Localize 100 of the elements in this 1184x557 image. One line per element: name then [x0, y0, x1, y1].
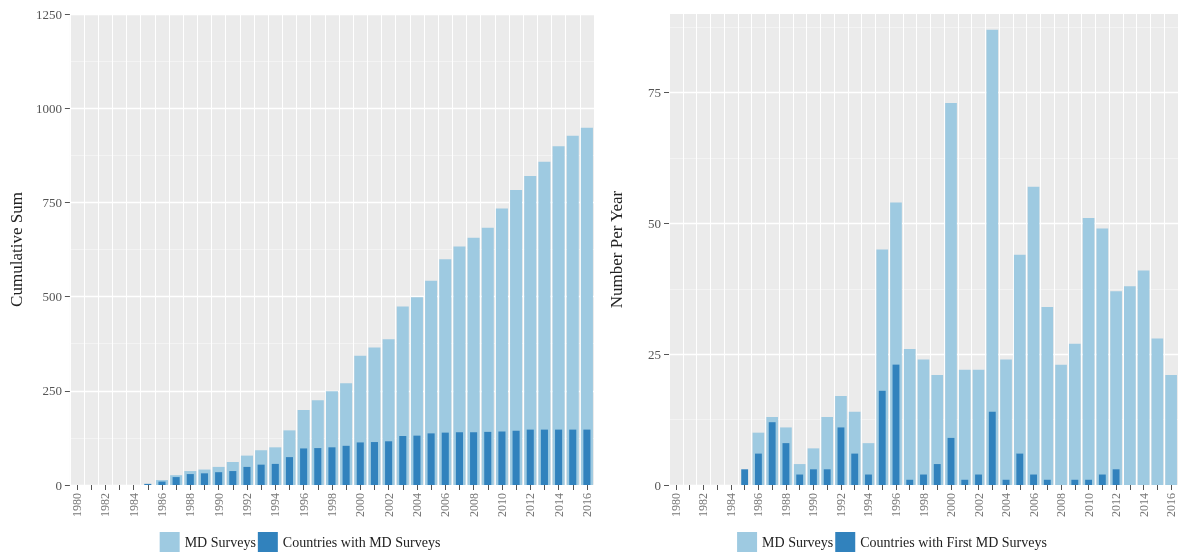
- y-tick-label: 1250: [35, 6, 62, 22]
- bar: [569, 429, 577, 485]
- bar: [1041, 307, 1054, 485]
- x-tick-label: 2000: [944, 493, 959, 517]
- bar: [986, 29, 999, 485]
- legend-label: Countries with MD Surveys: [282, 534, 441, 550]
- bar: [1110, 291, 1122, 485]
- bar: [1043, 479, 1051, 485]
- bar: [823, 469, 831, 485]
- bar: [455, 432, 463, 485]
- bar: [427, 433, 435, 485]
- y-tick-label: 50: [648, 215, 661, 231]
- bar: [768, 422, 776, 485]
- bar: [796, 474, 804, 485]
- bar: [1082, 218, 1095, 485]
- x-tick-label: 1986: [154, 493, 169, 517]
- bar: [243, 466, 251, 485]
- bar: [484, 431, 492, 485]
- bar: [958, 369, 971, 485]
- x-tick-label: 2008: [466, 493, 481, 517]
- bar: [917, 359, 930, 485]
- bar: [810, 469, 817, 485]
- bar: [933, 464, 941, 485]
- y-tick-label: 750: [42, 194, 62, 210]
- x-tick-label: 1998: [324, 493, 339, 517]
- x-tick-label: 2004: [409, 493, 424, 517]
- bar: [1027, 186, 1040, 485]
- bar: [865, 474, 872, 485]
- bar: [552, 146, 565, 485]
- bar: [328, 447, 336, 485]
- x-tick-label: 2010: [494, 493, 509, 517]
- x-tick-label: 2006: [438, 493, 453, 517]
- x-tick-label: 1986: [751, 493, 766, 517]
- bar: [540, 429, 548, 485]
- bar: [342, 445, 350, 485]
- x-tick-label: 2004: [999, 493, 1014, 517]
- y-tick-label: 25: [648, 346, 661, 362]
- x-tick-label: 2012: [523, 493, 538, 517]
- x-tick-label: 1996: [296, 493, 311, 517]
- x-tick-label: 1988: [183, 493, 198, 517]
- x-tick-label: 1996: [888, 493, 903, 517]
- x-tick-label: 1988: [778, 493, 793, 517]
- bar: [1068, 343, 1081, 485]
- x-tick-label: 1990: [211, 493, 226, 517]
- bar: [1151, 338, 1164, 485]
- y-axis-title: Cumulative Sum: [7, 192, 26, 307]
- bar: [1137, 270, 1150, 485]
- x-tick-label: 2000: [353, 493, 368, 517]
- legend-label: MD Surveys: [184, 534, 256, 550]
- x-tick-label: 1994: [268, 493, 283, 517]
- bar: [470, 432, 478, 485]
- bar: [498, 431, 506, 485]
- x-tick-label: 2010: [1081, 493, 1096, 517]
- bar: [413, 435, 421, 485]
- bar: [1013, 254, 1026, 485]
- bar: [988, 411, 996, 485]
- bar: [512, 430, 520, 485]
- x-tick-label: 1994: [861, 493, 876, 517]
- bar: [583, 429, 591, 485]
- y-tick-label: 0: [654, 477, 661, 493]
- x-tick-label: 2016: [1164, 493, 1179, 517]
- bar: [741, 469, 749, 485]
- bar: [1055, 364, 1067, 485]
- x-tick-label: 2014: [1136, 493, 1151, 517]
- bar: [1098, 474, 1106, 485]
- bar: [399, 436, 407, 485]
- bar: [385, 441, 393, 485]
- bar: [271, 463, 279, 485]
- bar: [1000, 359, 1012, 485]
- bar: [229, 471, 237, 485]
- bar: [566, 135, 579, 485]
- bar: [580, 127, 593, 485]
- bar: [526, 429, 534, 485]
- legend-label: Countries with First MD Surveys: [860, 534, 1047, 550]
- x-tick-label: 1992: [833, 493, 848, 517]
- bar: [906, 479, 914, 485]
- x-tick-label: 1992: [239, 493, 254, 517]
- bar: [878, 390, 886, 485]
- bar: [285, 457, 293, 485]
- bar: [314, 448, 322, 485]
- bar: [538, 161, 551, 485]
- x-tick-label: 2002: [971, 493, 986, 517]
- bar: [300, 448, 308, 485]
- y-tick-label: 75: [648, 85, 661, 100]
- bar: [754, 453, 762, 485]
- bar: [1030, 474, 1037, 485]
- y-tick-label: 500: [42, 289, 62, 305]
- bar: [975, 474, 982, 485]
- bar: [441, 432, 449, 485]
- x-tick-label: 2002: [381, 493, 396, 517]
- x-tick-label: 1984: [723, 493, 738, 517]
- x-tick-label: 1982: [696, 493, 711, 517]
- bar: [961, 479, 969, 485]
- bar: [555, 429, 563, 485]
- x-tick-label: 1980: [69, 493, 84, 517]
- bar: [257, 464, 265, 485]
- x-tick-label: 2012: [1109, 493, 1124, 517]
- x-tick-label: 1998: [916, 493, 931, 517]
- bar: [215, 472, 223, 485]
- y-axis-title: Number Per Year: [607, 190, 626, 309]
